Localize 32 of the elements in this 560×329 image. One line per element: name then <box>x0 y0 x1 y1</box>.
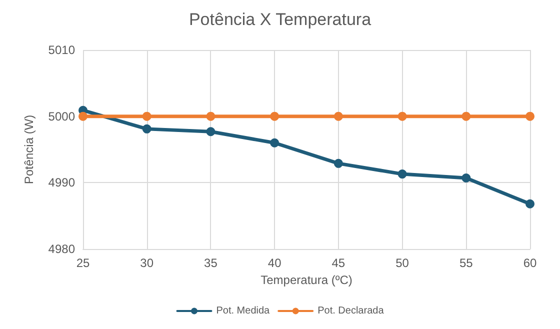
point <box>206 112 216 121</box>
point <box>462 112 471 121</box>
y-tick-label: 5000 <box>48 109 76 124</box>
point <box>206 127 216 136</box>
x-tick-label: 55 <box>459 256 474 270</box>
point <box>270 112 280 121</box>
point <box>398 170 407 179</box>
point <box>334 158 343 168</box>
x-tick-label: 60 <box>523 256 537 270</box>
chart-title: Potência X Temperatura <box>188 10 372 29</box>
point <box>270 138 280 148</box>
point <box>462 174 471 183</box>
y-tick-label: 4990 <box>48 176 76 190</box>
x-tick-label: 45 <box>332 256 346 270</box>
x-tick-label: 35 <box>204 256 218 270</box>
legend-label: Pot. Declarada <box>318 306 384 316</box>
x-tick-label: 30 <box>140 256 154 270</box>
x-tick-label: 50 <box>396 256 410 270</box>
y-tick-label: 4980 <box>48 242 76 256</box>
y-axis-title: Potência (W) <box>22 114 36 184</box>
point <box>78 112 88 121</box>
legend-label: Pot. Medida <box>216 306 270 316</box>
x-axis-title: Temperatura (ºC) <box>260 272 352 287</box>
x-tick-label: 40 <box>268 256 282 270</box>
y-tick-label: 5010 <box>48 43 76 57</box>
point <box>142 112 152 121</box>
point <box>142 124 152 134</box>
point <box>526 199 534 208</box>
point <box>334 112 343 121</box>
point <box>398 112 407 121</box>
x-tick-label: 25 <box>76 256 90 270</box>
point <box>526 112 534 121</box>
